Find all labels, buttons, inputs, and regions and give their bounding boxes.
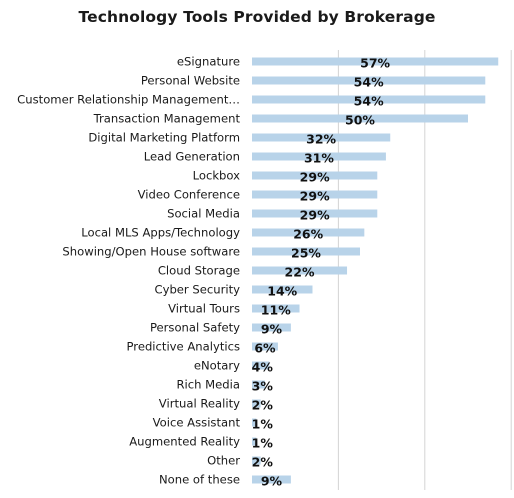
category-label-17: Rich Media	[176, 378, 240, 392]
category-label-22: None of these	[159, 473, 240, 487]
value-label-15: 6%	[254, 341, 276, 356]
value-label-17: 3%	[252, 379, 274, 394]
value-label-7: 29%	[300, 189, 330, 204]
value-label-5: 31%	[304, 151, 334, 166]
category-label-14: Personal Safety	[150, 321, 240, 335]
bar-2	[252, 95, 486, 104]
category-label-6: Lockbox	[193, 169, 241, 183]
value-label-9: 26%	[293, 227, 323, 242]
bar-11	[252, 266, 348, 275]
category-label-21: Other	[207, 454, 240, 468]
category-label-16: eNotary	[194, 359, 240, 373]
category-label-7: Video Conference	[138, 188, 240, 202]
bar-21	[252, 456, 261, 465]
category-label-10: Showing/Open House software	[62, 245, 240, 259]
bar-22	[252, 475, 291, 484]
category-label-11: Cloud Storage	[158, 264, 240, 278]
value-label-20: 1%	[252, 436, 274, 451]
bar-15	[252, 342, 278, 351]
value-label-14: 9%	[261, 322, 283, 337]
category-label-5: Lead Generation	[144, 150, 240, 164]
bar-18	[252, 399, 261, 408]
bar-16	[252, 361, 270, 370]
category-label-9: Local MLS Apps/Technology	[81, 226, 240, 240]
category-label-15: Predictive Analytics	[127, 340, 240, 354]
category-label-8: Social Media	[167, 207, 240, 221]
bar-13	[252, 304, 300, 313]
chart-title: Technology Tools Provided by Brokerage	[78, 8, 436, 26]
category-label-4: Digital Marketing Platform	[88, 131, 240, 145]
bar-6	[252, 171, 378, 180]
value-label-19: 1%	[252, 417, 274, 432]
value-label-12: 14%	[267, 284, 297, 299]
bar-9	[252, 228, 365, 237]
bar-1	[252, 76, 486, 85]
bar-19	[252, 418, 257, 427]
value-label-1: 54%	[354, 75, 384, 90]
bar-7	[252, 190, 378, 199]
category-label-19: Voice Assistant	[153, 416, 241, 430]
category-label-0: eSignature	[177, 55, 240, 69]
category-label-18: Virtual Reality	[159, 397, 240, 411]
category-label-12: Cyber Security	[154, 283, 240, 297]
bar-10	[252, 247, 360, 256]
category-label-2: Customer Relationship Management…	[17, 93, 240, 107]
value-label-2: 54%	[354, 94, 384, 109]
bar-17	[252, 380, 265, 389]
value-label-10: 25%	[291, 246, 321, 261]
value-label-6: 29%	[300, 170, 330, 185]
bar-5	[252, 152, 386, 161]
value-label-13: 11%	[261, 303, 291, 318]
value-label-11: 22%	[285, 265, 315, 280]
category-label-13: Virtual Tours	[168, 302, 240, 316]
value-label-21: 2%	[252, 455, 274, 470]
bar-20	[252, 437, 257, 446]
value-label-22: 9%	[261, 474, 283, 489]
category-label-1: Personal Website	[141, 74, 240, 88]
category-label-20: Augmented Reality	[129, 435, 240, 449]
bar-8	[252, 209, 378, 218]
category-label-3: Transaction Management	[93, 112, 241, 126]
bar-0	[252, 57, 499, 66]
value-label-16: 4%	[252, 360, 274, 375]
value-label-4: 32%	[306, 132, 336, 147]
value-label-0: 57%	[360, 56, 390, 71]
value-label-18: 2%	[252, 398, 274, 413]
value-label-8: 29%	[300, 208, 330, 223]
bar-3	[252, 114, 468, 123]
bar-12	[252, 285, 313, 294]
bar-4	[252, 133, 391, 142]
value-label-3: 50%	[345, 113, 375, 128]
bar-14	[252, 323, 291, 332]
